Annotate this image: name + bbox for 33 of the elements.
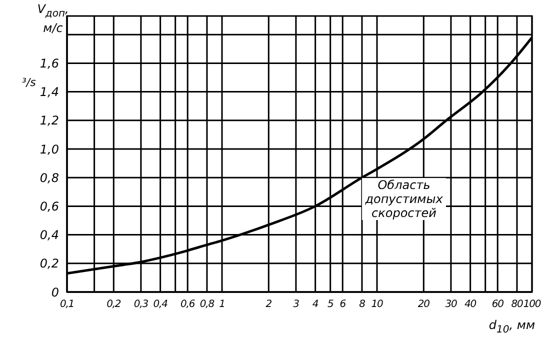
x-tick-label: 60 [492,299,504,310]
x-axis-title: d$_{10}$, мм [488,318,535,336]
x-tick-label: 0,1 [60,299,74,310]
y-tick-label: 0,2 [40,256,59,271]
x-tick-label: 40 [464,299,476,310]
x-tick-label: 0,2 [106,299,121,310]
y-tick-label: 1,4 [40,85,59,100]
y-axis-title: V$_{доп}$, м/с [36,2,70,36]
y-tick-label: 0,4 [40,228,59,242]
y-tick-label: 1,6 [40,56,60,70]
x-tick-label: 20 [418,299,430,310]
x-tick-label: 8 [359,299,366,310]
y-tick-label: 0 [51,285,60,300]
y-tick-label: 1,2 [40,114,59,128]
y-tick-label: 0,8 [40,170,60,185]
x-tick-label: 30 [445,299,457,310]
x-tick-label: 1 [219,299,225,310]
x-tick-label: 2 [266,299,272,310]
x-tick-label: 0,4 [153,299,168,310]
x-tick-label: 100 [523,299,541,310]
x-tick-label: 6 [340,299,346,310]
y-tick-label: 0,6 [40,199,60,214]
x-tick-label: 0,6 [180,299,195,310]
annotation: Область допустимых скоростей [362,178,446,220]
x-tick-label: 10 [371,299,383,310]
x-tick-label: 0,3 [134,299,148,310]
text: ³/s [22,76,36,89]
x-tick-label: 80 [511,299,523,310]
y-tick-label: 1,0 [40,142,60,156]
x-tick-label: 4 [312,299,318,310]
x-tick-label: 5 [327,299,334,310]
x-tick-label: 0,8 [200,299,214,310]
x-tick-label: 3 [293,299,300,310]
